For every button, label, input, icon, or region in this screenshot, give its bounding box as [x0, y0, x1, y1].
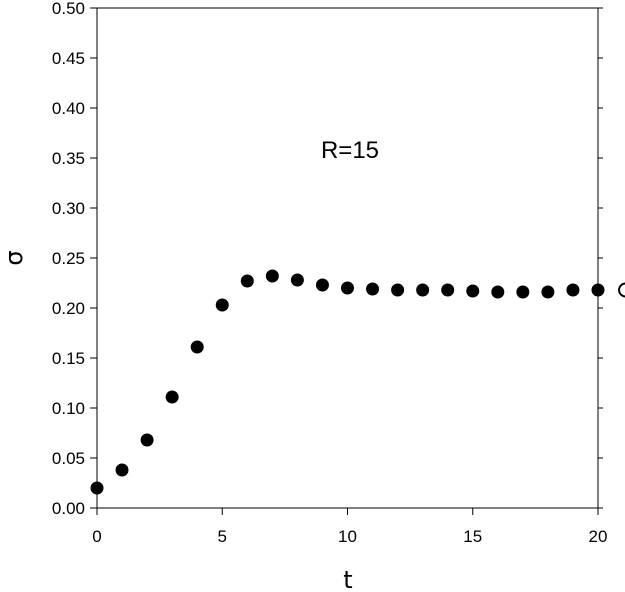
y-tick-label: 0.15 [52, 349, 85, 368]
data-point [165, 390, 179, 404]
data-point [190, 340, 204, 354]
x-tick-label: 0 [92, 527, 101, 546]
y-tick-label: 0.05 [52, 449, 85, 468]
x-tick-label: 20 [589, 527, 608, 546]
y-tick-label: 0.30 [52, 199, 85, 218]
y-tick-label: 0.35 [52, 149, 85, 168]
x-tick-label: 10 [338, 527, 357, 546]
data-point [215, 298, 229, 312]
data-point [341, 281, 354, 295]
data-point [366, 282, 380, 296]
x-axis: 0 5 10 15 20 [92, 508, 607, 546]
x-tick-label: 5 [218, 527, 227, 546]
y-axis-title: σ [0, 250, 28, 265]
data-point [516, 285, 530, 299]
data-point [90, 481, 104, 495]
data-point [140, 433, 154, 447]
y-tick-label: 0.45 [52, 49, 85, 68]
data-point [315, 278, 329, 292]
y-tick-label: 0.20 [52, 299, 85, 318]
data-point [591, 283, 605, 297]
data-point [290, 273, 304, 287]
y-tick-label: 0.00 [52, 499, 85, 518]
data-point [115, 463, 129, 477]
y-tick-label: 0.10 [52, 399, 85, 418]
y-tick-label: 0.40 [52, 99, 85, 118]
data-point [441, 283, 455, 297]
y-axis: 0.00 0.05 0.10 0.15 0.20 0.25 0.30 0.35 0.40 0.45… [52, 0, 603, 518]
data-point [566, 283, 580, 297]
annotation-label: R=15 [321, 137, 379, 164]
data-point [541, 285, 555, 299]
data-point [240, 274, 254, 288]
y-tick-label: 0.25 [52, 249, 85, 268]
data-point [391, 283, 405, 297]
data-point [416, 283, 430, 297]
plot-frame [96, 7, 599, 509]
x-tick-label: 15 [463, 527, 482, 546]
plot-area [96, 7, 599, 509]
y-tick-label: 0.50 [52, 0, 85, 18]
data-point [466, 284, 480, 298]
data-series [90, 269, 625, 495]
data-point [491, 285, 505, 299]
data-point-clipped [618, 282, 625, 298]
x-axis-title: t [343, 566, 352, 592]
data-point [265, 269, 279, 283]
